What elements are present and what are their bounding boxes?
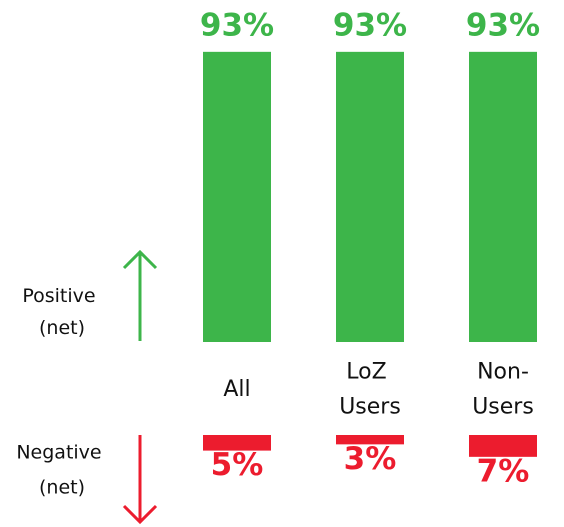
- positive-value-label: 93%: [200, 7, 274, 43]
- positive-arrow-head: [122, 249, 158, 270]
- negative-bar: [336, 435, 404, 445]
- positive-bar: [469, 51, 537, 343]
- negative-value-label: 3%: [344, 441, 397, 477]
- category-label: Non-Users: [472, 360, 534, 420]
- positive-value-label: 93%: [333, 7, 407, 43]
- positive-value-label: 93%: [466, 7, 540, 43]
- positive-annotation: Positive (net): [22, 285, 101, 339]
- negative-arrow-head: [122, 504, 158, 525]
- category-label: All: [223, 377, 250, 402]
- negative-annotation: Negative (net): [16, 441, 107, 498]
- positive-bar: [203, 51, 271, 343]
- positive-bar: [336, 51, 404, 343]
- category-label: LoZ Users: [339, 360, 401, 420]
- negative-bar: [203, 435, 271, 451]
- negative-value-label: 7%: [477, 453, 530, 489]
- negative-value-label: 5%: [211, 447, 264, 483]
- negative-bar: [469, 435, 537, 457]
